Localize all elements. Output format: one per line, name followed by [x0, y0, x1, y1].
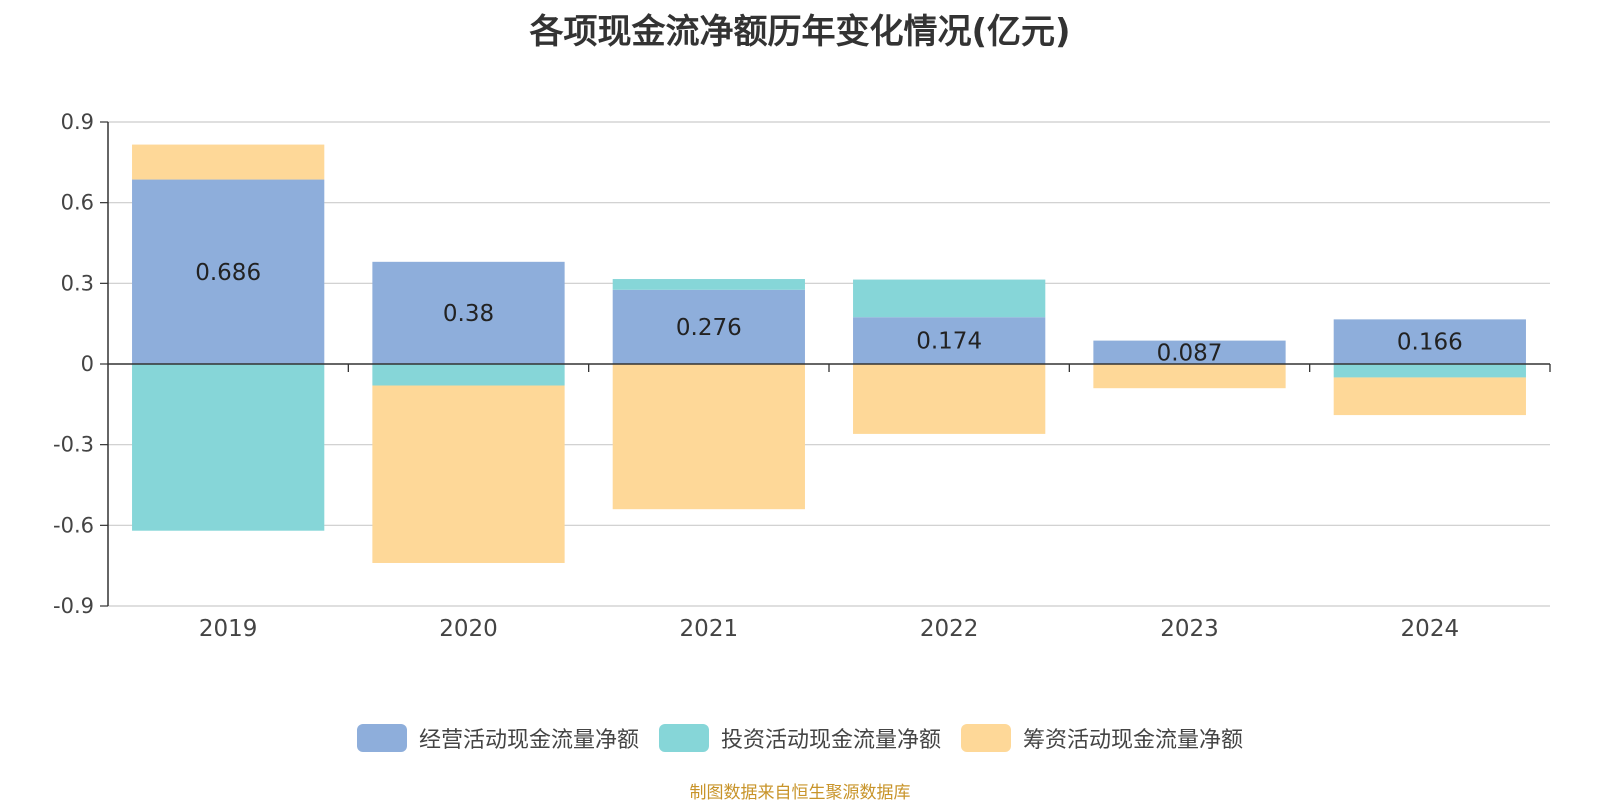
stacked-bar-chart: 0.9 0.6 0.3 0 -0.3 -0.6 -0.9 2019 2020 2021 2022 20… — [53, 110, 1551, 642]
data-label: 0.087 — [1157, 340, 1223, 366]
bar-segment — [132, 179, 325, 364]
y-tick-label: -0.3 — [53, 433, 94, 457]
legend-label-financing: 筹资活动现金流量净额 — [1023, 728, 1244, 753]
data-label: 0.686 — [195, 260, 261, 286]
y-tick-label: 0.9 — [61, 110, 94, 134]
chart-title: 各项现金流净额历年变化情况(亿元) — [529, 12, 1071, 52]
y-tick-label: 0 — [81, 352, 94, 376]
bar-segment — [1333, 364, 1526, 378]
source-note: 制图数据来自恒生聚源数据库 — [689, 783, 911, 803]
bar-segment — [612, 279, 805, 290]
bar-segment — [612, 364, 805, 510]
y-tick-label: -0.9 — [53, 594, 94, 618]
bar-segment — [853, 317, 1046, 364]
data-label: 0.38 — [443, 301, 494, 327]
legend-item-investing[interactable]: 投资活动现金流量净额 — [658, 722, 941, 754]
legend-label-investing: 投资活动现金流量净额 — [720, 728, 941, 753]
x-tick-label: 2023 — [1160, 616, 1219, 642]
bar-segment — [132, 364, 325, 531]
x-tick-label: 2022 — [920, 616, 979, 642]
bar-segment — [1093, 340, 1286, 364]
x-tick-label: 2020 — [439, 616, 498, 642]
legend: 经营活动现金流量净额 投资活动现金流量净额 筹资活动现金流量净额 — [0, 722, 1600, 754]
legend-swatch-financing — [961, 724, 1011, 752]
bar-segment — [1333, 319, 1526, 364]
data-label: 0.174 — [916, 329, 982, 355]
bar-segment — [1093, 364, 1286, 389]
bar-segment — [372, 261, 565, 364]
legend-label-operating: 经营活动现金流量净额 — [418, 728, 639, 753]
bar-segment — [853, 279, 1046, 318]
bar-segment — [612, 289, 805, 364]
bar-segment — [372, 364, 565, 386]
y-tick-label: 0.3 — [61, 271, 94, 295]
legend-swatch-operating — [356, 724, 407, 752]
bar-segment — [853, 364, 1046, 434]
x-tick-label: 2024 — [1401, 616, 1460, 642]
bar-segment — [1333, 377, 1526, 416]
legend-item-financing[interactable]: 筹资活动现金流量净额 — [961, 722, 1243, 754]
data-label: 0.166 — [1397, 330, 1463, 356]
legend-swatch-investing — [658, 724, 709, 752]
x-tick-label: 2019 — [199, 616, 258, 642]
data-labels: 0.686 0.38 0.276 0.174 0.087 0.166 — [195, 260, 1463, 367]
y-tick-label: -0.6 — [53, 513, 94, 537]
x-tick-label: 2021 — [680, 616, 739, 642]
y-tick-label: 0.6 — [61, 191, 94, 215]
data-label: 0.276 — [676, 315, 742, 341]
legend-item-operating[interactable]: 经营活动现金流量净额 — [356, 722, 639, 754]
axes: 0.9 0.6 0.3 0 -0.3 -0.6 -0.9 2019 2020 2021 2022 20… — [53, 110, 1551, 642]
bar-segment — [132, 144, 325, 180]
grid-lines — [108, 121, 1550, 607]
bar-segment — [372, 385, 565, 563]
bars — [132, 144, 1526, 563]
